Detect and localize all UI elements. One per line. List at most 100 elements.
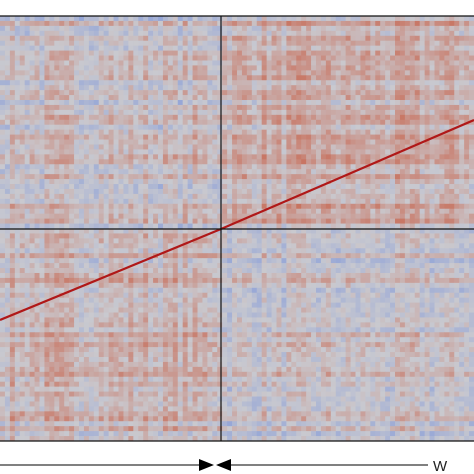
heatmap-cell xyxy=(296,208,302,215)
heatmap-cell xyxy=(14,238,21,244)
heatmap-cell xyxy=(395,139,401,145)
heatmap-cell xyxy=(83,184,90,190)
heatmap-cell xyxy=(177,124,184,131)
heatmap-cell xyxy=(365,20,371,27)
heatmap-cell xyxy=(404,129,411,135)
heatmap-cell xyxy=(454,100,460,106)
heatmap-cell xyxy=(222,243,228,249)
heatmap-cell xyxy=(355,25,361,32)
heatmap-cell xyxy=(256,70,263,76)
heatmap-cell xyxy=(251,218,258,224)
heatmap-cell xyxy=(286,198,292,205)
heatmap-cell xyxy=(311,119,317,126)
heatmap-cell xyxy=(49,248,55,254)
heatmap-cell xyxy=(291,16,297,22)
heatmap-cell xyxy=(172,114,179,121)
heatmap-cell xyxy=(246,124,253,131)
heatmap-cell xyxy=(439,119,445,126)
heatmap-cell xyxy=(158,164,164,170)
heatmap-cell xyxy=(128,60,134,66)
heatmap-cell xyxy=(306,109,312,116)
heatmap-cell xyxy=(29,16,35,22)
heatmap-cell xyxy=(88,188,95,195)
heatmap-cell xyxy=(365,174,371,180)
heatmap-cell xyxy=(350,20,356,27)
heatmap-cell xyxy=(414,119,421,126)
heatmap-cell xyxy=(148,223,154,229)
heatmap-cell xyxy=(83,164,90,170)
heatmap-cell xyxy=(64,159,70,165)
heatmap-cell xyxy=(266,16,272,22)
heatmap-cell xyxy=(153,85,159,91)
heatmap-cell xyxy=(9,203,16,210)
heatmap-cell xyxy=(316,30,322,37)
heatmap-cell xyxy=(380,129,386,135)
heatmap-cell xyxy=(439,188,445,195)
heatmap-cell xyxy=(340,203,347,210)
heatmap-cell xyxy=(148,129,154,135)
heatmap-cell xyxy=(232,193,238,200)
heatmap-cell xyxy=(153,159,159,165)
heatmap-cell xyxy=(419,124,426,131)
heatmap-cell xyxy=(266,154,272,160)
heatmap-cell xyxy=(414,65,421,71)
heatmap-cell xyxy=(375,16,381,22)
heatmap-cell xyxy=(399,104,406,111)
heatmap-cell xyxy=(29,179,35,185)
heatmap-cell xyxy=(172,139,179,145)
heatmap-cell xyxy=(311,134,317,140)
heatmap-cell xyxy=(464,268,470,274)
heatmap-cell xyxy=(4,25,11,32)
heatmap-cell xyxy=(108,159,114,165)
heatmap-cell xyxy=(237,30,243,37)
heatmap-cell xyxy=(409,104,416,111)
heatmap-cell xyxy=(335,100,342,106)
heatmap-cell xyxy=(414,40,421,47)
heatmap-cell xyxy=(162,184,169,190)
heatmap-cell xyxy=(316,134,322,140)
heatmap-cell xyxy=(454,85,460,91)
heatmap-cell xyxy=(330,203,337,210)
heatmap-cell xyxy=(256,85,263,91)
heatmap-cell xyxy=(335,198,342,205)
heatmap-cell xyxy=(256,198,263,205)
heatmap-cell xyxy=(232,248,238,254)
heatmap-cell xyxy=(454,16,460,22)
heatmap-cell xyxy=(365,109,371,116)
heatmap-cell xyxy=(44,159,50,165)
heatmap-cell xyxy=(79,90,85,96)
heatmap-cell xyxy=(44,248,50,254)
heatmap-cell xyxy=(128,35,134,42)
heatmap-cell xyxy=(133,149,139,155)
heatmap-cell xyxy=(64,104,70,111)
heatmap-cell xyxy=(232,253,238,259)
heatmap-cell xyxy=(414,85,421,91)
heatmap-cell xyxy=(4,55,11,61)
heatmap-cell xyxy=(316,65,322,71)
heatmap-cell xyxy=(246,253,253,259)
heatmap-cell xyxy=(207,268,213,274)
heatmap-cell xyxy=(311,268,317,274)
heatmap-cell xyxy=(306,25,312,32)
heatmap-cell xyxy=(4,129,11,135)
heatmap-cell xyxy=(138,65,144,71)
heatmap-cell xyxy=(182,85,189,91)
heatmap-cell xyxy=(19,208,26,215)
heatmap-cell xyxy=(64,25,70,32)
heatmap-cell xyxy=(24,40,31,47)
heatmap-cell xyxy=(424,16,430,22)
heatmap-cell xyxy=(113,60,119,66)
heatmap-cell xyxy=(390,248,396,254)
heatmap-cell xyxy=(4,174,11,180)
heatmap-cell xyxy=(246,169,253,175)
heatmap-cell xyxy=(469,20,474,27)
heatmap-cell xyxy=(39,248,45,254)
heatmap-cell xyxy=(24,65,31,71)
heatmap-cell xyxy=(380,16,386,22)
heatmap-cell xyxy=(44,139,50,145)
heatmap-cell xyxy=(424,268,430,274)
heatmap-cell xyxy=(385,25,391,32)
heatmap-cell xyxy=(172,203,179,210)
heatmap-cell xyxy=(251,119,258,126)
heatmap-cell xyxy=(4,20,11,27)
